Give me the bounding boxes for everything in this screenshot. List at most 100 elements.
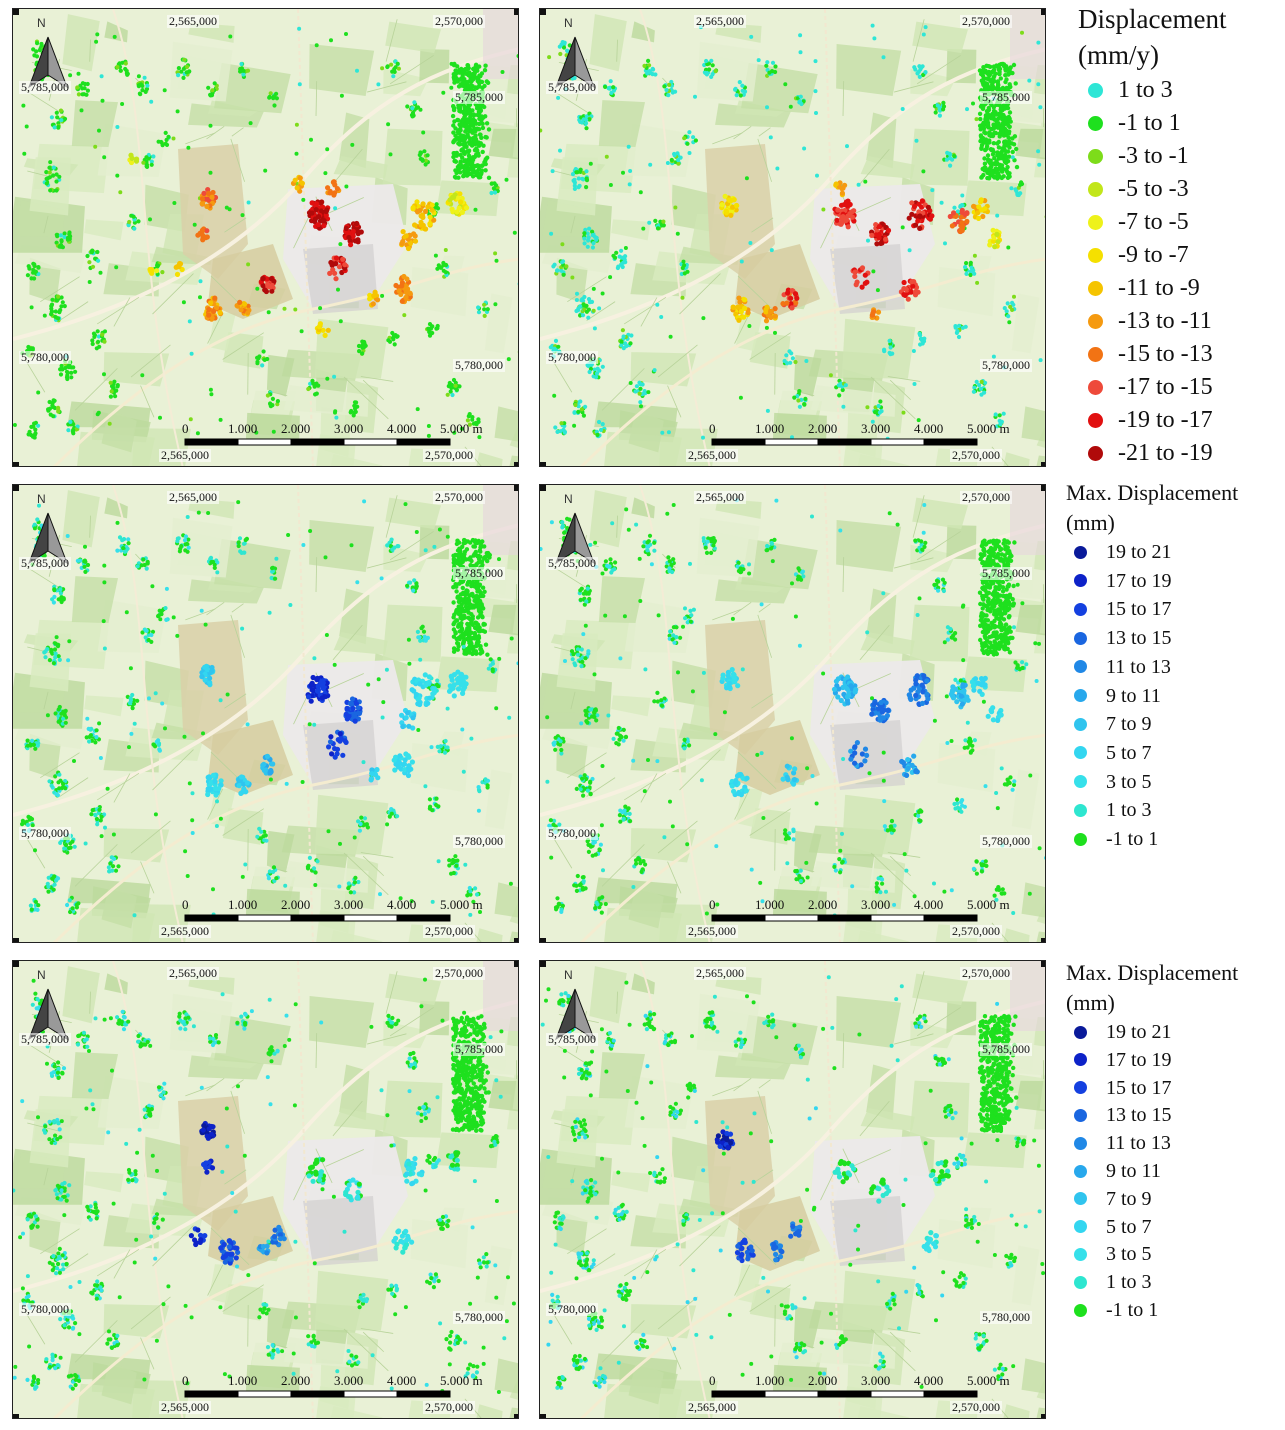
- legend-item: 19 to 21: [1066, 540, 1266, 564]
- coord-label-south-right: 5,780,000: [980, 1310, 1032, 1324]
- north-arrow-label: N: [37, 968, 46, 982]
- north-arrow-icon: N: [555, 968, 595, 1041]
- map-canvas: N 0 1.000 2.000 3.000 4.000 5.000 m: [13, 961, 518, 1418]
- coord-label-south-left: 5,780,000: [546, 350, 598, 364]
- scalebar-tick-label: 0: [709, 897, 716, 912]
- legend-swatch-icon: [1074, 1081, 1087, 1095]
- legend-item: 7 to 9: [1066, 712, 1266, 736]
- legend-swatch-icon: [1074, 1192, 1087, 1206]
- legend-item-label: 3 to 5: [1106, 1243, 1152, 1266]
- scalebar: 0 1.000 2.000 3.000 4.000 5.000 m: [182, 897, 483, 922]
- map-grid-ticks: [13, 485, 518, 942]
- legend-item: -19 to -17: [1078, 406, 1278, 434]
- coord-label-east-left-bottom: 2,565,000: [159, 924, 211, 938]
- scalebar-tick-label: 5.000 m: [440, 421, 483, 436]
- legend-swatch-icon: [1074, 1108, 1087, 1122]
- legend-item-label: -17 to -15: [1118, 374, 1213, 400]
- scalebar-tick-label: 1.000: [755, 421, 784, 436]
- scalebar-tick-label: 4.000: [914, 1373, 943, 1388]
- legend-swatch-icon: [1074, 545, 1087, 559]
- scalebar-tick-label: 0: [182, 421, 189, 436]
- legend-item-label: 5 to 7: [1106, 741, 1152, 764]
- scalebar-tick-label: 4.000: [914, 897, 943, 912]
- basemap: [13, 485, 518, 942]
- scalebar-tick-label: 0: [709, 1373, 716, 1388]
- scalebar-tick-label: 1.000: [755, 1373, 784, 1388]
- legend-swatch-icon: [1074, 602, 1087, 616]
- coord-label-north-right: 5,785,000: [980, 90, 1032, 104]
- legend-title-line-1: Max. Displacement: [1066, 960, 1239, 985]
- legend-item: 1 to 3: [1078, 76, 1278, 104]
- ps-points: [13, 26, 518, 440]
- map-panel-5: N 0 1.000 2.000 3.000 4.000 5.000 m 2,565,000 2,…: [12, 960, 519, 1419]
- legend-item-label: -19 to -17: [1118, 407, 1213, 433]
- basemap: [13, 9, 518, 466]
- scalebar: 0 1.000 2.000 3.000 4.000 5.000 m: [709, 897, 1010, 922]
- scalebar-tick-label: 5.000 m: [967, 421, 1010, 436]
- scalebar: 0 1.000 2.000 3.000 4.000 5.000 m: [182, 421, 483, 446]
- legend-title-line-1: Max. Displacement: [1066, 480, 1239, 505]
- coord-label-east-left: 2,565,000: [167, 966, 219, 980]
- scalebar-tick-label: 2.000: [281, 897, 310, 912]
- legend-item-label: -7 to -5: [1118, 209, 1189, 235]
- coord-label-north-left: 5,785,000: [19, 80, 71, 94]
- scalebar-tick-label: 2.000: [281, 1373, 310, 1388]
- legend-item: 5 to 7: [1066, 1215, 1266, 1239]
- legend-item: 3 to 5: [1066, 1242, 1266, 1266]
- north-arrow-icon: N: [555, 16, 595, 89]
- coord-label-south-right: 5,780,000: [453, 834, 505, 848]
- map-canvas: N 0 1.000 2.000 3.000 4.000 5.000 m: [540, 9, 1045, 466]
- legend-item: 13 to 15: [1066, 1103, 1266, 1127]
- legend-item-label: 11 to 13: [1106, 655, 1171, 678]
- coord-label-east-left-bottom: 2,565,000: [159, 1400, 211, 1414]
- map-grid-ticks: [13, 961, 518, 1418]
- legend-item-label: 17 to 19: [1106, 1048, 1172, 1071]
- legend-swatch-icon: [1088, 313, 1103, 329]
- scalebar-tick-label: 1.000: [755, 897, 784, 912]
- coord-label-north-right: 5,785,000: [453, 1042, 505, 1056]
- scalebar-tick-label: 4.000: [387, 421, 416, 436]
- scalebar-tick-label: 0: [182, 1373, 189, 1388]
- coord-label-east-right-bottom: 2,570,000: [423, 924, 475, 938]
- coord-label-north-left: 5,785,000: [19, 556, 71, 570]
- scalebar-tick-label: 3.000: [334, 421, 363, 436]
- legend-item: 1 to 3: [1066, 1270, 1266, 1294]
- legend-item: -17 to -15: [1078, 373, 1278, 401]
- legend-swatch-icon: [1074, 574, 1087, 588]
- legend-item: 9 to 11: [1066, 684, 1266, 708]
- legend-swatch-icon: [1074, 1303, 1087, 1317]
- legend-item: 13 to 15: [1066, 626, 1266, 650]
- legend-item-label: -5 to -3: [1118, 176, 1189, 202]
- legend-item: -11 to -9: [1078, 274, 1278, 302]
- legend-swatch-icon: [1074, 832, 1087, 846]
- coord-label-south-left: 5,780,000: [19, 1302, 71, 1316]
- north-arrow-label: N: [37, 492, 46, 506]
- coord-label-east-right-bottom: 2,570,000: [423, 448, 475, 462]
- legend-item-label: -21 to -19: [1118, 440, 1213, 466]
- basemap: [540, 961, 1045, 1418]
- legend-item: 11 to 13: [1066, 655, 1266, 679]
- coord-label-south-right: 5,780,000: [980, 358, 1032, 372]
- legend-item: 19 to 21: [1066, 1020, 1266, 1044]
- legend-swatch-icon: [1088, 181, 1103, 197]
- coord-label-east-left-bottom: 2,565,000: [686, 1400, 738, 1414]
- scalebar-tick-label: 5.000 m: [967, 1373, 1010, 1388]
- legend-item: -1 to 1: [1066, 1298, 1266, 1322]
- legend-item-label: -9 to -7: [1118, 242, 1189, 268]
- ps-points: [540, 498, 1045, 919]
- coord-label-east-right: 2,570,000: [433, 966, 485, 980]
- coord-label-north-right: 5,785,000: [980, 566, 1032, 580]
- legend-swatch-icon: [1088, 412, 1103, 428]
- legend-item-label: 19 to 21: [1106, 1021, 1172, 1043]
- scalebar-tick-label: 2.000: [808, 1373, 837, 1388]
- scalebar-tick-label: 0: [182, 897, 189, 912]
- legend-swatch-icon: [1074, 746, 1087, 760]
- legend-item-label: -1 to 1: [1118, 110, 1181, 136]
- ps-points: [540, 975, 1045, 1390]
- legend-swatch-icon: [1074, 1275, 1087, 1289]
- coord-label-east-left: 2,565,000: [694, 14, 746, 28]
- legend-swatch-icon: [1074, 1136, 1087, 1150]
- map-grid-ticks: [540, 485, 1045, 942]
- legend-item-label: 13 to 15: [1106, 627, 1172, 650]
- legend-item-label: 15 to 17: [1106, 598, 1172, 621]
